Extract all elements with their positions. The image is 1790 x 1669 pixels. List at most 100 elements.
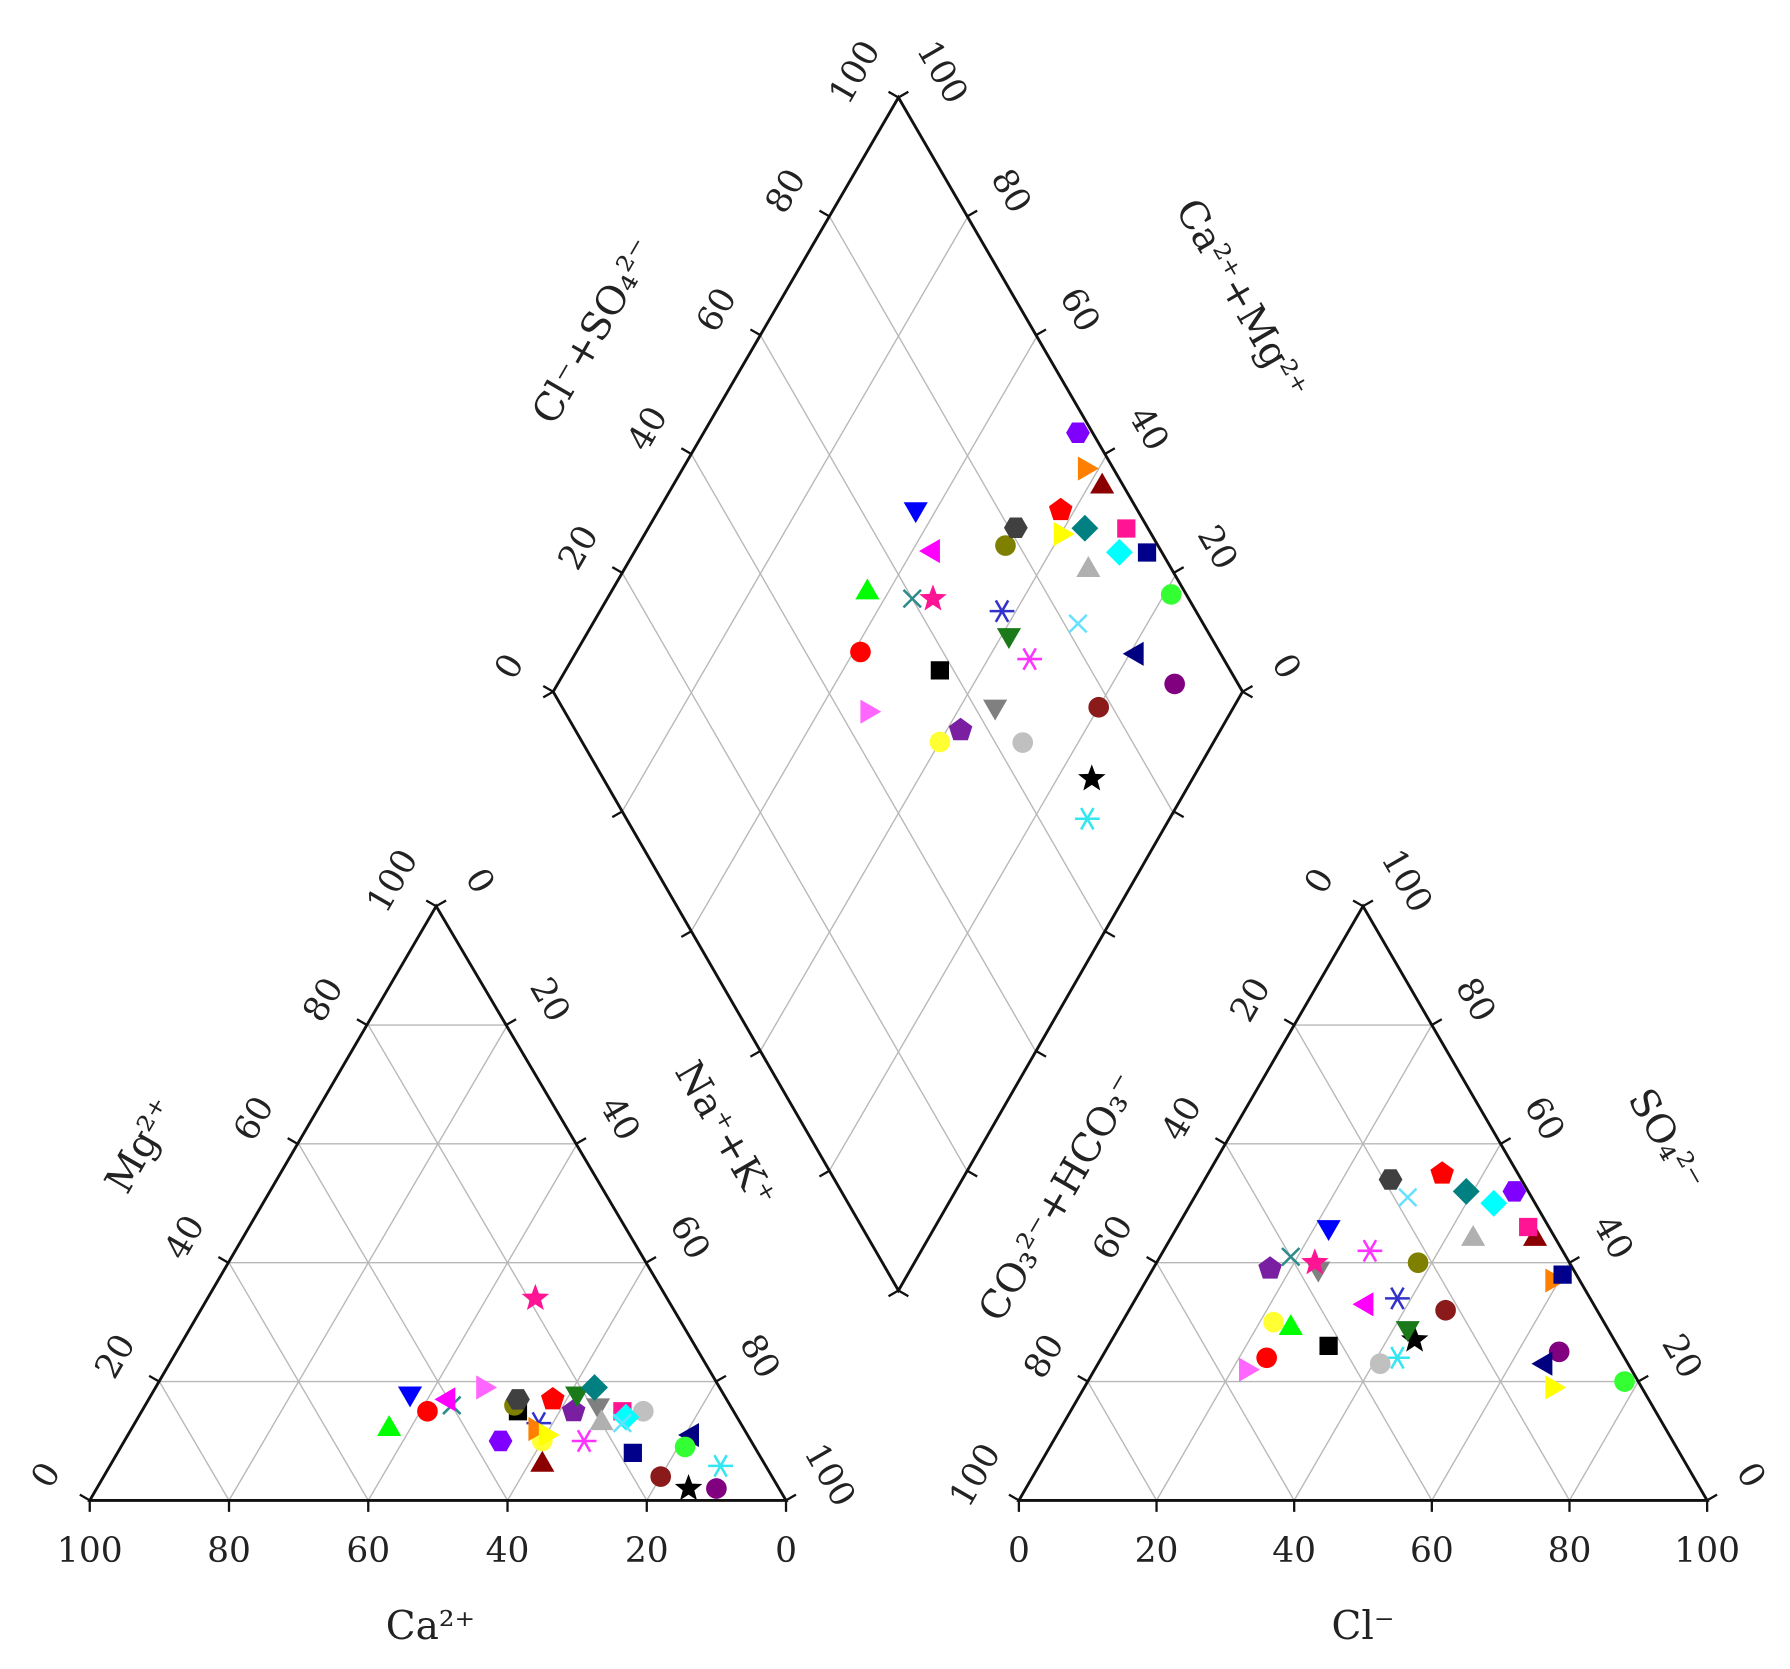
data-point: [585, 1398, 611, 1420]
data-point: [1077, 456, 1099, 481]
grid-line: [1087, 1381, 1158, 1501]
data-point: [1319, 1336, 1338, 1356]
tick-mark: [1431, 1018, 1443, 1027]
tick-label: 0: [775, 1531, 797, 1571]
tick-label: 80: [207, 1531, 251, 1571]
tick-label: 80: [295, 971, 352, 1029]
tick-mark: [1104, 447, 1116, 456]
tick-label: 80: [982, 162, 1039, 220]
tick-label: 20: [87, 1327, 144, 1385]
tick-label: 40: [620, 400, 677, 458]
grid-line: [828, 576, 1176, 1172]
tick-mark: [1362, 899, 1374, 908]
tick-mark: [966, 209, 978, 218]
data-point: [476, 1375, 498, 1400]
data-point: [855, 578, 880, 600]
data-point: [417, 1400, 438, 1422]
data-point: [919, 584, 947, 611]
data-point: [538, 1422, 560, 1448]
data-point: [1160, 584, 1182, 605]
data-point: [708, 1454, 733, 1478]
data-point: [860, 699, 882, 724]
anion-triangle: [1016, 903, 1710, 1502]
data-point: [1012, 732, 1034, 753]
data-point: [1278, 1314, 1303, 1336]
data-point: [1385, 1346, 1410, 1370]
data-point: [1480, 1189, 1508, 1217]
grid-line: [158, 1381, 230, 1501]
data-point: [1430, 1161, 1454, 1184]
data-point: [1122, 641, 1144, 666]
data-point: [1053, 521, 1075, 547]
tick-label: 0: [487, 647, 533, 686]
grid-line: [506, 1262, 648, 1501]
data-point: [1256, 1347, 1277, 1369]
tick-mark: [645, 1255, 657, 1264]
data-point: [1407, 1252, 1429, 1274]
data-point: [1105, 538, 1133, 566]
data-point: [1385, 1286, 1410, 1310]
grid-line: [690, 336, 1038, 932]
tick-mark: [1241, 690, 1254, 699]
data-point: [995, 535, 1016, 556]
tick-label: 20: [1653, 1327, 1710, 1385]
data-point: [540, 1386, 565, 1410]
data-point: [521, 1283, 550, 1311]
data-point: [1117, 519, 1136, 538]
tick-label: 40: [1120, 400, 1177, 458]
grid-line: [228, 1262, 369, 1501]
data-point: [983, 699, 1008, 721]
data-point: [1017, 647, 1043, 671]
tick-mark: [1352, 899, 1364, 908]
tick-label: 20: [625, 1531, 669, 1571]
tick-label: 60: [1085, 1209, 1142, 1267]
data-point: [1369, 1353, 1391, 1375]
tick-label: 100: [908, 34, 975, 111]
tick-mark: [715, 1374, 727, 1383]
data-point: [623, 1443, 642, 1462]
data-point: [1258, 1256, 1282, 1279]
data-point: [581, 1374, 608, 1401]
tick-label: 20: [1135, 1531, 1179, 1571]
data-point: [1614, 1371, 1635, 1392]
data-point: [1074, 807, 1100, 831]
frame: [87, 94, 1710, 1502]
grid-line: [759, 456, 1107, 1052]
data-point: [1452, 1177, 1480, 1205]
tick-mark: [1035, 328, 1047, 337]
data-point: [530, 1450, 555, 1472]
tick-label: 20: [551, 519, 608, 577]
grid-line: [690, 453, 1038, 1054]
tick-mark: [425, 899, 437, 908]
data-point: [1357, 1239, 1383, 1263]
data-point: [1316, 1220, 1341, 1241]
data-point: [1263, 1311, 1284, 1333]
tick-mark: [79, 1493, 91, 1502]
data-point: [1502, 1181, 1527, 1202]
tick-label: 80: [758, 162, 815, 220]
data-point: [674, 1436, 696, 1458]
tick-label: 40: [591, 1090, 648, 1148]
grid-line: [298, 1143, 509, 1501]
tick-mark: [1035, 1049, 1047, 1058]
tick-label: 20: [1222, 971, 1279, 1029]
diamond: [551, 94, 1245, 1294]
tick-label: 0: [1263, 647, 1309, 686]
data-point: [650, 1466, 672, 1487]
data-point: [1519, 1217, 1538, 1237]
data-point: [612, 1413, 633, 1433]
data-point: [1137, 543, 1157, 562]
data-point: [561, 1398, 586, 1422]
tick-mark: [680, 930, 692, 938]
tick-mark: [785, 1493, 797, 1502]
axis-title: Cl⁻: [1332, 1604, 1395, 1649]
grid-line: [621, 572, 969, 1172]
data-point: [1068, 613, 1088, 634]
tick-mark: [148, 1374, 160, 1383]
tick-label: 40: [157, 1209, 214, 1267]
data-point: [1088, 696, 1110, 718]
tick-label: 40: [1272, 1531, 1316, 1571]
tick-mark: [542, 684, 554, 693]
data-point: [377, 1415, 402, 1437]
